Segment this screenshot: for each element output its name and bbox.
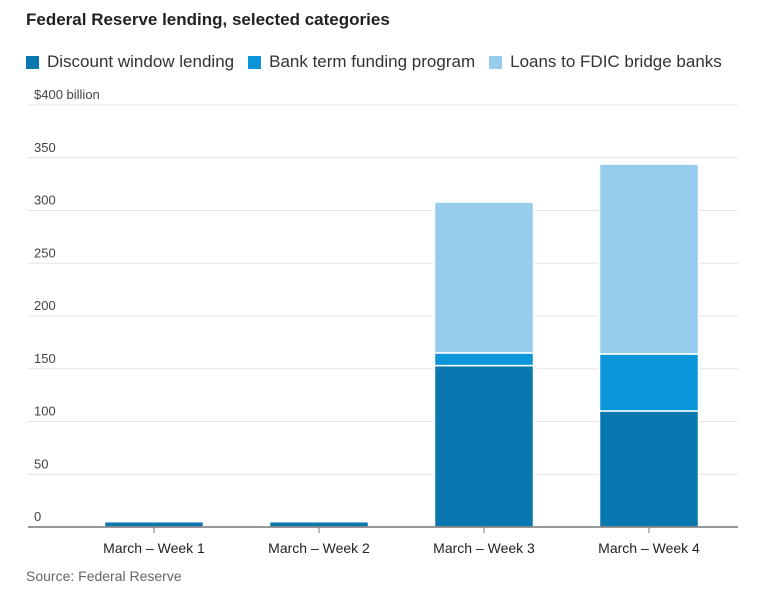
x-tick-label: March – Week 3 (433, 540, 535, 556)
x-tick-label: March – Week 4 (598, 540, 700, 556)
legend: Discount window lending Bank term fundin… (26, 51, 736, 73)
legend-label-bank-term-funding: Bank term funding program (269, 52, 476, 71)
bar-segment (433, 352, 535, 367)
y-tick-label: 150 (34, 351, 56, 366)
y-tick-label: 200 (34, 298, 56, 313)
y-tick-label: 350 (34, 140, 56, 155)
y-tick-label: 100 (34, 404, 56, 419)
x-tick-label: March – Week 1 (103, 540, 205, 556)
chart-title: Federal Reserve lending, selected catego… (26, 10, 390, 29)
legend-swatch-discount-window (26, 55, 39, 69)
y-tick-label: $400 billion (34, 87, 100, 102)
y-tick-label: 0 (34, 509, 41, 524)
legend-swatch-bank-term-funding (248, 55, 262, 69)
bar-segment (103, 520, 205, 528)
source-note: Source: Federal Reserve (26, 568, 182, 584)
bar-segment (598, 163, 700, 355)
legend-item-fdic-bridge-banks: Loans to FDIC bridge banks (489, 52, 722, 72)
legend-item-bank-term-funding: Bank term funding program (248, 52, 475, 72)
bar-segment (598, 410, 700, 528)
bar-segment (433, 201, 535, 354)
legend-item-discount-window: Discount window lending (26, 52, 234, 72)
legend-label-discount-window: Discount window lending (47, 52, 235, 71)
y-tick-label: 250 (34, 245, 56, 260)
x-tick-label: March – Week 2 (268, 540, 370, 556)
bar-segment (433, 364, 535, 528)
bar-segment (268, 520, 370, 528)
legend-swatch-fdic-bridge-banks (489, 55, 503, 69)
legend-label-fdic-bridge-banks: Loans to FDIC bridge banks (510, 52, 722, 71)
y-tick-label: 50 (34, 456, 48, 471)
bar-segment (598, 353, 700, 412)
y-tick-label: 300 (34, 193, 56, 208)
